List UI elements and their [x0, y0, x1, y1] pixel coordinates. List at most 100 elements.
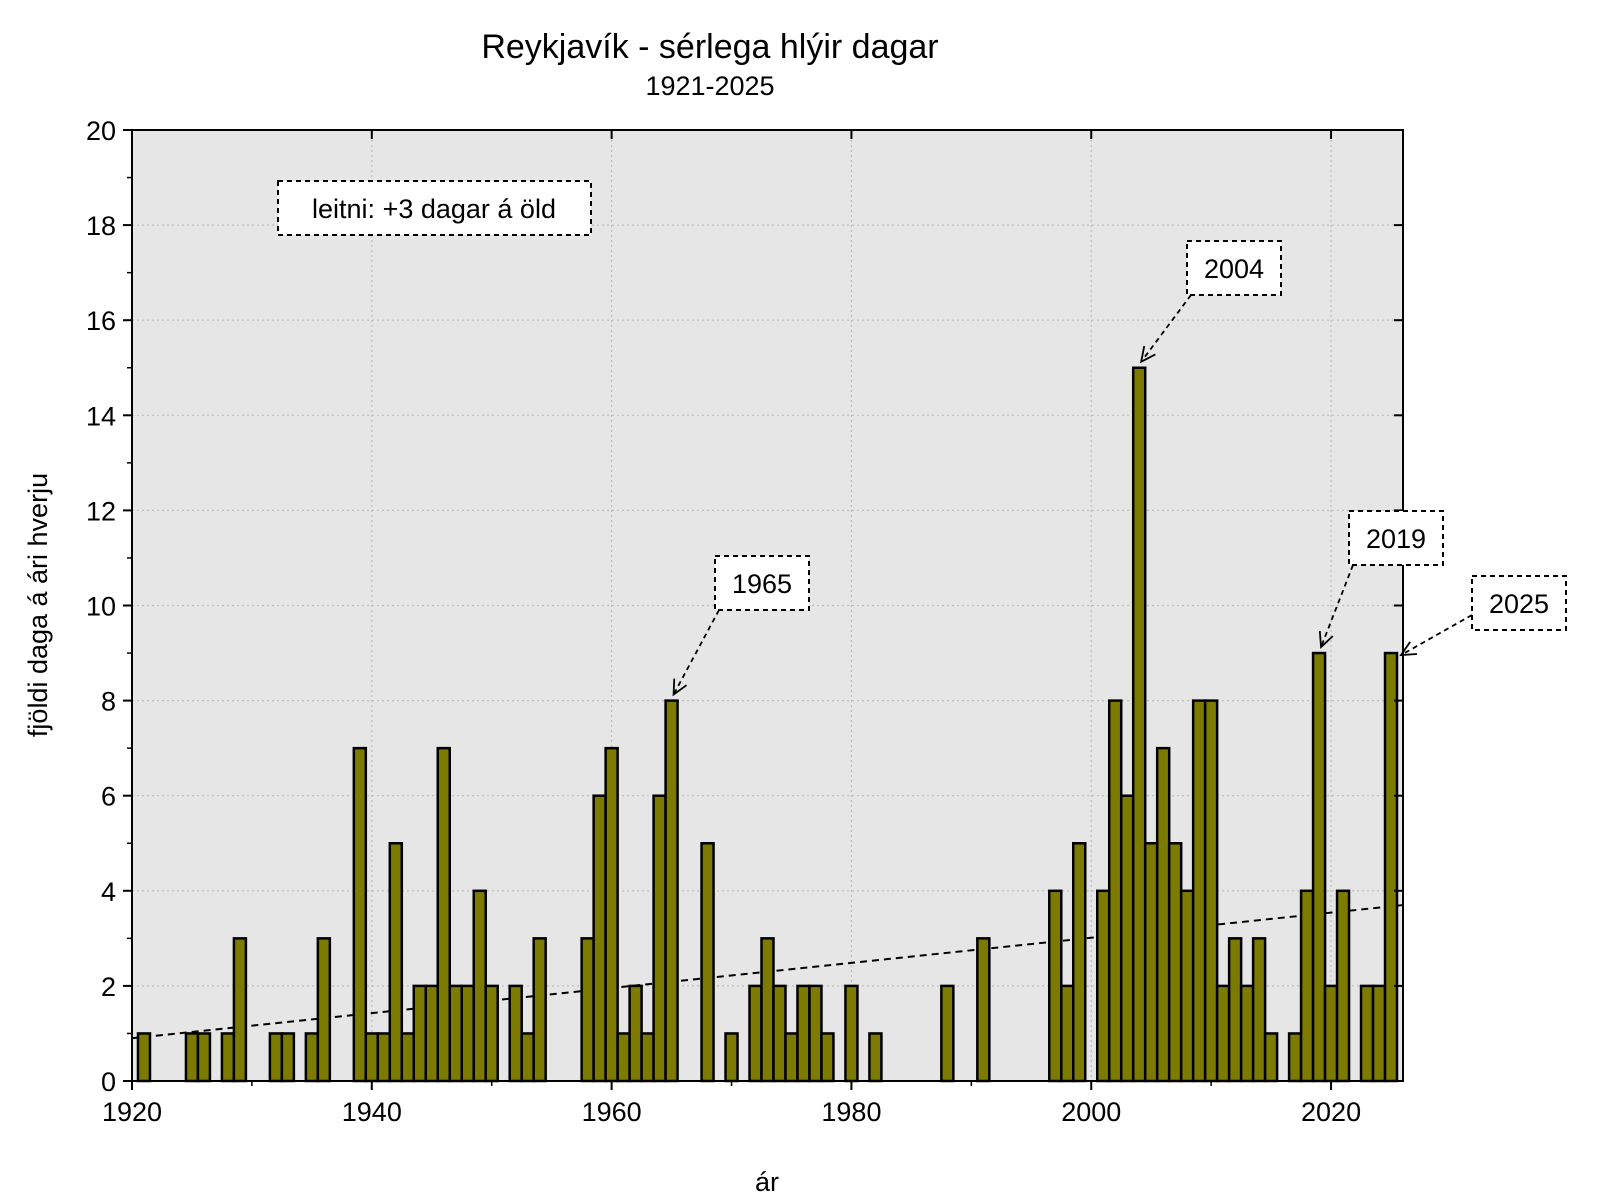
bar [700, 842, 715, 1083]
bar [592, 794, 607, 1083]
annotation-label: 2019 [1366, 524, 1426, 554]
bar [196, 1032, 212, 1083]
bar [808, 984, 823, 1083]
annotation-2004: 2004 [1139, 240, 1282, 364]
bar [772, 984, 787, 1083]
bar [1359, 984, 1375, 1083]
bar [1203, 699, 1219, 1083]
annotation-arrowhead [1139, 345, 1156, 364]
annotation-leader [672, 609, 720, 696]
bars [136, 366, 1399, 1083]
bar [376, 1032, 392, 1083]
bar [280, 1032, 296, 1083]
annotation-box [714, 555, 810, 611]
annotation-box [1186, 240, 1282, 296]
bar [1335, 889, 1351, 1083]
bar [184, 1032, 200, 1083]
bar [232, 937, 248, 1083]
bar [1287, 1032, 1303, 1083]
annotation-2019: 2019 [1318, 510, 1444, 649]
bar [976, 937, 991, 1083]
bar [664, 699, 679, 1083]
bar [784, 1032, 799, 1083]
annotation-box [1471, 575, 1567, 631]
bar [748, 984, 763, 1083]
bar [532, 937, 547, 1083]
annotation-1965: 1965 [672, 555, 810, 697]
bar [316, 937, 332, 1083]
bar [760, 937, 775, 1083]
axis-ticks: 1920 1940 1960 1980 2000 2020 0 2 4 6 8 10 12 14 16 18 2… [86, 116, 1403, 1127]
x-tick-label: 1980 [821, 1097, 881, 1127]
x-tick-label: 2000 [1061, 1097, 1121, 1127]
bar [400, 1032, 416, 1083]
bar [1311, 651, 1327, 1083]
bar [1072, 842, 1087, 1083]
bar [616, 1032, 631, 1083]
y-tick-label: 14 [86, 401, 116, 431]
chart-title: Reykjavík - sérlega hlýir dagar [481, 28, 938, 66]
bar [580, 937, 595, 1083]
bar [448, 984, 463, 1083]
bar [1119, 794, 1135, 1083]
bar [1263, 1032, 1279, 1083]
bar [604, 746, 619, 1083]
bar [484, 984, 499, 1083]
chart-subtitle: 1921-2025 [645, 71, 774, 101]
y-tick-label: 10 [86, 592, 116, 622]
bar [508, 984, 523, 1083]
bar [1048, 889, 1063, 1083]
annotation-leader [1400, 614, 1473, 656]
bar [1251, 937, 1267, 1083]
annotation-leader [1320, 564, 1354, 648]
annotation-2025: 2025 [1399, 575, 1567, 657]
y-tick-label: 12 [86, 496, 116, 526]
x-tick-label: 1940 [342, 1097, 402, 1127]
bar [1095, 889, 1111, 1083]
bar [868, 1032, 883, 1083]
bar [1383, 651, 1399, 1083]
trend-label-box: leitni: +3 dagar á öld [277, 180, 592, 236]
bar [796, 984, 811, 1083]
bar [1143, 842, 1159, 1083]
bar [1060, 984, 1075, 1083]
y-tick-label: 8 [101, 687, 116, 717]
bar [1167, 842, 1183, 1083]
bar [1155, 746, 1171, 1083]
bar [388, 842, 404, 1083]
annotation-arrowhead [672, 678, 688, 697]
bar [424, 984, 440, 1083]
x-tick-label: 1920 [102, 1097, 162, 1127]
bar [304, 1032, 320, 1083]
annotations: 1965 2004 2019 2025 [672, 240, 1567, 697]
y-tick-label: 20 [86, 116, 116, 146]
bar [412, 984, 428, 1083]
y-tick-label: 16 [86, 306, 116, 336]
annotation-label: 1965 [732, 569, 792, 599]
bar [640, 1032, 655, 1083]
bar [460, 984, 475, 1083]
y-tick-label: 18 [86, 211, 116, 241]
annotation-arrowhead [1399, 641, 1418, 657]
y-tick-label: 4 [101, 877, 116, 907]
y-tick-label: 2 [101, 972, 116, 1002]
bar [1191, 699, 1207, 1083]
bar [724, 1032, 739, 1083]
bar [844, 984, 859, 1083]
annotation-box [1348, 510, 1444, 566]
bar [652, 794, 667, 1083]
bar [472, 889, 487, 1083]
bar [436, 746, 451, 1083]
y-axis-label: fjöldi daga á ári hverju [23, 473, 53, 737]
bar [1371, 984, 1387, 1083]
annotation-label: 2025 [1489, 589, 1549, 619]
bar [1299, 889, 1315, 1083]
bar [352, 746, 368, 1083]
bar [820, 1032, 835, 1083]
annotation-label: 2004 [1204, 254, 1264, 284]
bar [1131, 366, 1147, 1083]
bar [520, 1032, 535, 1083]
bar [1239, 984, 1255, 1083]
annotation-leader [1140, 294, 1192, 363]
